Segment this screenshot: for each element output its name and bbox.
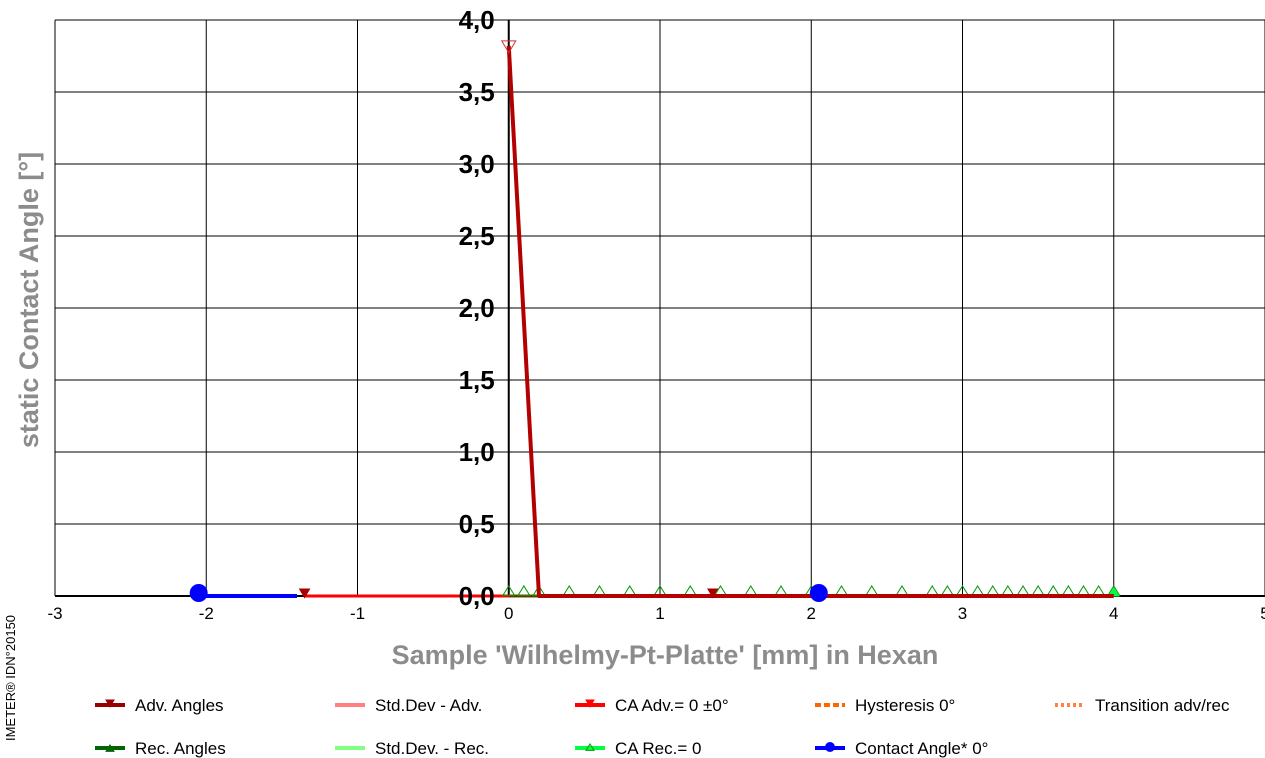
- x-tick-labels: -3 -2 -1 0 1 2 3 4 5: [47, 604, 1265, 623]
- data-point: [809, 584, 828, 602]
- y-tick-label: 4,0: [459, 5, 495, 35]
- x-tick-label: 0: [504, 604, 513, 623]
- legend-label: Std.Dev - Adv.: [375, 696, 482, 715]
- data-point: [105, 699, 115, 708]
- legend-item: Hysteresis 0°: [815, 696, 955, 715]
- y-tick-label: 0,0: [459, 581, 495, 611]
- x-tick-label: -3: [47, 604, 62, 623]
- y-tick-labels: 0,0 0,5 1,0 1,5 2,0 2,5 3,0 3,5 4,0: [459, 5, 495, 611]
- data-point: [298, 588, 311, 599]
- series-layer: [189, 40, 1121, 602]
- data-point: [501, 585, 516, 597]
- legend-label: Std.Dev. - Rec.: [375, 739, 489, 758]
- y-tick-label: 0,5: [459, 509, 495, 539]
- x-tick-label: 3: [958, 604, 967, 623]
- data-point: [189, 584, 208, 602]
- x-tick-label: 1: [655, 604, 664, 623]
- y-tick-label: 2,5: [459, 221, 495, 251]
- x-tick-label: -2: [199, 604, 214, 623]
- x-tick-label: 2: [807, 604, 816, 623]
- legend-item: CA Adv.= 0 ±0°: [575, 696, 729, 715]
- legend-item: Rec. Angles: [95, 739, 226, 758]
- data-point: [585, 743, 595, 751]
- y-tick-label: 1,0: [459, 437, 495, 467]
- legend-item: Std.Dev. - Rec.: [335, 739, 489, 758]
- data-point: [585, 699, 595, 708]
- legend-marker: [825, 742, 835, 752]
- legend: Adv. Angles Std.Dev - Adv. CA Adv.= 0 ±0° H…: [95, 696, 1230, 758]
- legend-label: Adv. Angles: [135, 696, 224, 715]
- x-tick-label: 5: [1260, 604, 1265, 623]
- legend-label: Rec. Angles: [135, 739, 226, 758]
- y-tick-label: 2,0: [459, 293, 495, 323]
- y-tick-label: 3,0: [459, 149, 495, 179]
- y-tick-label: 3,5: [459, 77, 495, 107]
- legend-label: Transition adv/rec: [1095, 696, 1230, 715]
- x-axis-title: Sample 'Wilhelmy-Pt-Platte' [mm] in Hexa…: [392, 640, 939, 670]
- data-point: [105, 744, 115, 752]
- legend-item: Adv. Angles: [95, 696, 224, 715]
- data-point: [500, 40, 517, 54]
- legend-item: Std.Dev - Adv.: [335, 696, 482, 715]
- y-axis-title: static Contact Angle [°]: [14, 152, 44, 448]
- legend-label: CA Rec.= 0: [615, 739, 701, 758]
- legend-item: Transition adv/rec: [1055, 696, 1230, 715]
- y-tick-label: 1,5: [459, 365, 495, 395]
- adv-angles-line: [506, 45, 1114, 598]
- side-label: IMETER® IDN°20150: [3, 615, 18, 741]
- legend-label: Contact Angle* 0°: [855, 739, 988, 758]
- data-point: [516, 585, 531, 597]
- legend-label: Hysteresis 0°: [855, 696, 955, 715]
- x-tick-label: 4: [1109, 604, 1118, 623]
- legend-item: CA Rec.= 0: [575, 739, 701, 758]
- x-tick-label: -1: [350, 604, 365, 623]
- legend-item: Contact Angle* 0°: [815, 739, 988, 758]
- legend-label: CA Adv.= 0 ±0°: [615, 696, 729, 715]
